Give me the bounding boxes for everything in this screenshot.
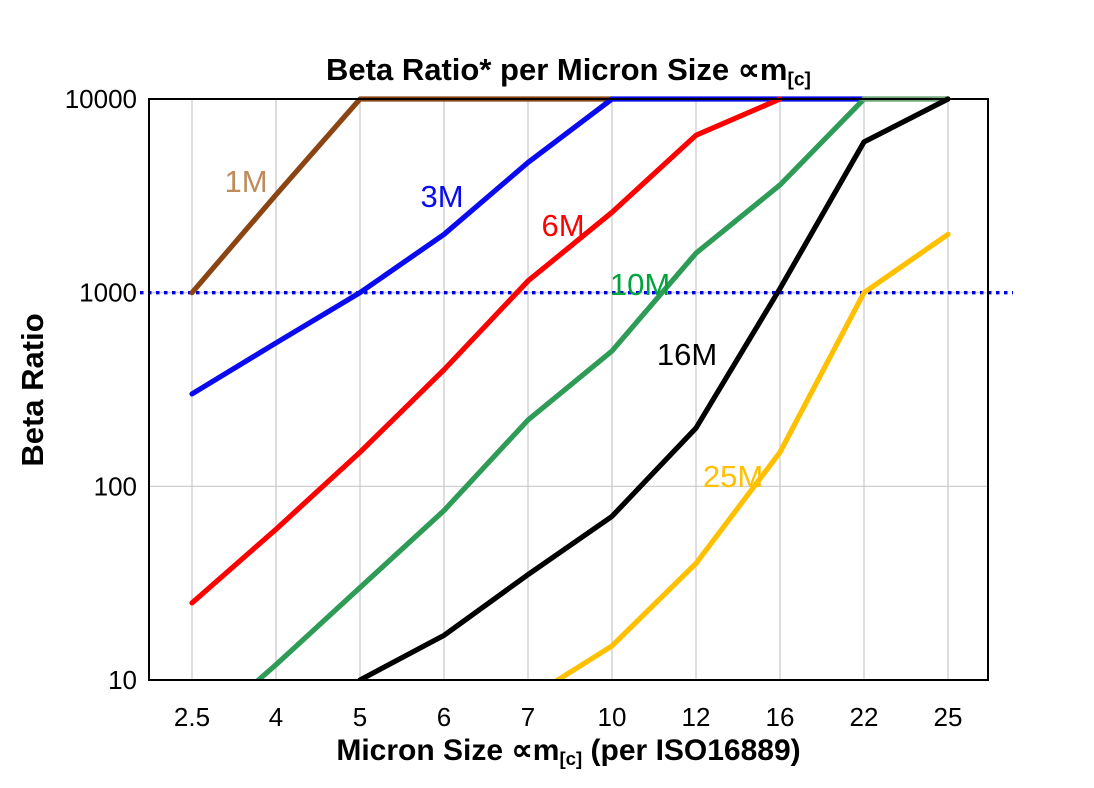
- x-tick-label: 22: [850, 702, 879, 732]
- x-axis-title: Micron Size ∝m[c] (per ISO16889): [149, 735, 988, 769]
- series-label-3M: 3M: [420, 179, 463, 214]
- x-tick-label: 2.5: [174, 702, 210, 732]
- x-axis-title-suffix: (per ISO16889): [582, 734, 801, 767]
- series-labels: 1M 3M 6M 10M 16M 25M: [224, 164, 763, 494]
- chart-title-text: Beta Ratio* per Micron Size: [326, 52, 738, 87]
- series-line-16M: [357, 96, 951, 681]
- chart-title: Beta Ratio* per Micron Size ∝m[c]: [149, 52, 988, 91]
- x-tick-label: 7: [521, 702, 535, 732]
- x-axis-title-subscript: [c]: [559, 748, 583, 770]
- y-tick-label: 1000: [79, 278, 137, 308]
- chart-title-subscript: [c]: [787, 69, 811, 91]
- series-lines: [189, 96, 951, 681]
- x-tick-label: 25: [934, 702, 963, 732]
- x-tick-label: 6: [437, 702, 451, 732]
- series-label-10M: 10M: [610, 267, 670, 302]
- series-label-16M: 16M: [657, 337, 717, 372]
- plot-border-layer: [148, 98, 989, 681]
- x-tick-label: 16: [766, 702, 795, 732]
- gridlines: [149, 99, 988, 680]
- series-line-10M: [253, 96, 951, 681]
- series-label-6M: 6M: [541, 208, 584, 243]
- series-label-25M: 25M: [703, 459, 763, 494]
- proportional-symbol: ∝m: [737, 52, 788, 87]
- x-tick-label: 4: [269, 702, 283, 732]
- series-line-6M: [189, 96, 783, 606]
- x-tick-label: 5: [353, 702, 367, 732]
- y-tick-label: 10: [108, 665, 137, 695]
- x-axis-title-text: Micron Size: [336, 734, 512, 767]
- axis-tick-labels: 10 100 1000 10000 2.5 4 5 6 7 10 12 16 22 25: [65, 84, 963, 732]
- x-tick-label: 10: [598, 702, 627, 732]
- x-tick-label: 12: [682, 702, 711, 732]
- y-tick-label: 100: [94, 471, 137, 501]
- proportional-symbol: ∝m: [511, 734, 560, 767]
- y-tick-label: 10000: [65, 84, 137, 114]
- plot-border: [148, 98, 989, 681]
- series-label-1M: 1M: [224, 164, 267, 199]
- series-line-25M: [551, 231, 951, 681]
